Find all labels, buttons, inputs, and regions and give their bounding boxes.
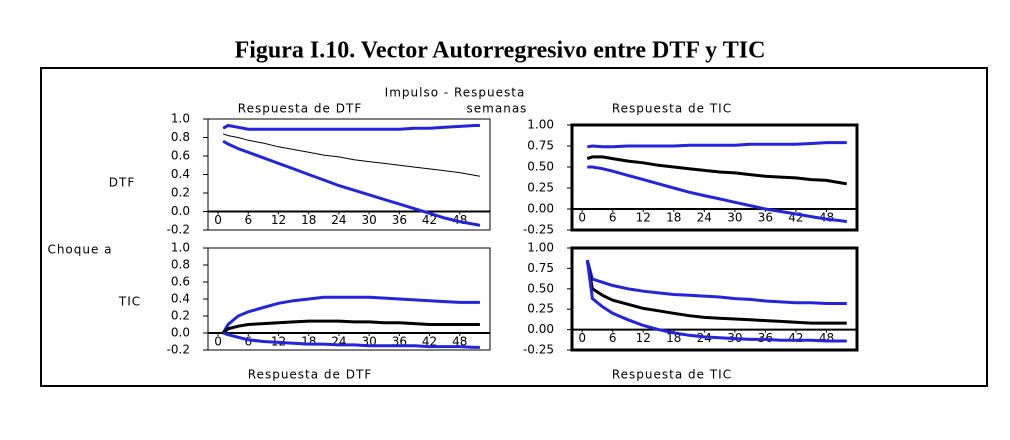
y-tick-label: 1.00 bbox=[527, 118, 554, 132]
x-tick-label: 30 bbox=[727, 211, 742, 225]
x-tick-label: 0 bbox=[214, 213, 222, 227]
response-line bbox=[222, 133, 480, 177]
plot-frame bbox=[570, 246, 859, 352]
response-line bbox=[585, 259, 847, 305]
y-tick-label: 0.0 bbox=[171, 204, 190, 218]
response-line bbox=[222, 139, 481, 227]
x-tick-label: 0 bbox=[214, 335, 222, 349]
response-line bbox=[586, 155, 848, 186]
y-tick-label: -0.2 bbox=[167, 343, 190, 357]
y-tick-label: 0.0 bbox=[171, 326, 190, 340]
x-tick-label: 18 bbox=[301, 335, 316, 349]
x-tick-label: 6 bbox=[244, 213, 252, 227]
frame bbox=[40, 67, 988, 387]
x-tick-label: 42 bbox=[422, 213, 437, 227]
x-tick-label: 12 bbox=[271, 213, 286, 227]
y-tick-label: 0.50 bbox=[527, 160, 554, 174]
x-tick-label: 36 bbox=[758, 211, 773, 225]
x-tick-label: 24 bbox=[331, 213, 346, 227]
x-tick-label: 6 bbox=[244, 335, 252, 349]
y-tick-label: 1.0 bbox=[171, 112, 190, 126]
x-tick-label: 48 bbox=[452, 335, 467, 349]
y-tick-label: 0.75 bbox=[527, 139, 554, 153]
response-line bbox=[222, 123, 480, 131]
plot-frame bbox=[570, 123, 859, 232]
y-tick-label: 0.4 bbox=[171, 167, 190, 181]
y-tick-label: 1.0 bbox=[171, 241, 190, 255]
y-tick-label: 1.00 bbox=[527, 241, 554, 255]
y-tick-label: 0.6 bbox=[171, 149, 190, 163]
response-line bbox=[587, 165, 848, 224]
row-label: DTF bbox=[109, 176, 135, 190]
y-tick-label: 0.4 bbox=[171, 292, 190, 306]
y-tick-label: 0.75 bbox=[527, 261, 554, 275]
response-line bbox=[587, 141, 847, 149]
response-line bbox=[222, 331, 480, 349]
x-tick-label: 0 bbox=[578, 331, 586, 345]
y-tick-label: 0.2 bbox=[171, 309, 190, 323]
y-tick-label: -0.25 bbox=[523, 343, 554, 357]
figure-title: Figura I.10. Vector Autorregresivo entre… bbox=[235, 38, 766, 64]
y-tick-label: 0.8 bbox=[171, 258, 190, 272]
response-line bbox=[221, 295, 480, 334]
x-tick-label: 48 bbox=[819, 331, 834, 345]
y-tick-label: 0.2 bbox=[171, 186, 190, 200]
y-tick-label: 0.00 bbox=[527, 322, 554, 336]
y-tick-label: 0.6 bbox=[171, 275, 190, 289]
x-tick-label: 6 bbox=[609, 331, 617, 345]
x-tick-label: 12 bbox=[636, 211, 651, 225]
y-tick-label: 0.25 bbox=[527, 181, 554, 195]
x-tick-label: 30 bbox=[362, 213, 377, 227]
unit-label: semanas bbox=[467, 102, 528, 116]
x-tick-label: 18 bbox=[301, 213, 316, 227]
response-line bbox=[222, 319, 480, 335]
panel-title: Respuesta de DTF bbox=[238, 102, 362, 116]
x-tick-label: 18 bbox=[666, 211, 681, 225]
response-line bbox=[585, 259, 847, 325]
panel-title: Respuesta de TIC bbox=[612, 368, 732, 382]
y-tick-label: 0.00 bbox=[527, 202, 554, 216]
y-tick-label: 0.8 bbox=[171, 130, 190, 144]
x-tick-label: 36 bbox=[392, 213, 407, 227]
y-tick-label: 0.25 bbox=[527, 302, 554, 316]
row-label: TIC bbox=[118, 295, 141, 309]
y-tick-label: -0.25 bbox=[523, 223, 554, 237]
panel-title: Respuesta de TIC bbox=[612, 102, 732, 116]
y-tick-label: -0.2 bbox=[167, 223, 190, 237]
x-tick-label: 12 bbox=[636, 331, 651, 345]
y-tick-label: 0.50 bbox=[527, 281, 554, 295]
panel-title: Respuesta de DTF bbox=[248, 368, 372, 382]
response-line bbox=[585, 260, 847, 343]
x-tick-label: 24 bbox=[697, 211, 712, 225]
x-tick-label: 6 bbox=[609, 211, 617, 225]
x-tick-label: 0 bbox=[578, 211, 586, 225]
header: Impulso - Respuesta bbox=[385, 86, 526, 100]
shock-label: Choque a bbox=[47, 243, 112, 257]
x-tick-label: 42 bbox=[788, 331, 803, 345]
